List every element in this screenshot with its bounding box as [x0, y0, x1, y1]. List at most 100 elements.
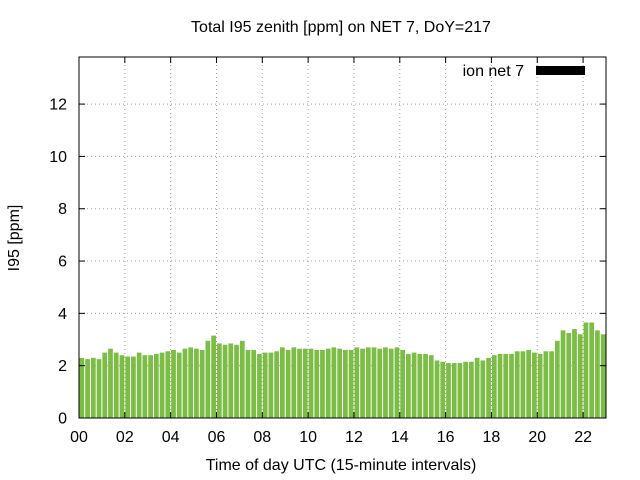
x-tick-label: 18 — [483, 429, 501, 446]
bar — [274, 351, 279, 418]
bar — [142, 355, 148, 418]
bar — [491, 355, 497, 418]
grid — [79, 57, 606, 418]
bar — [423, 353, 428, 418]
bar — [228, 343, 234, 418]
bar — [268, 352, 274, 418]
bar — [434, 360, 440, 418]
bar — [572, 329, 577, 418]
y-tick-label: 10 — [49, 149, 67, 166]
x-tick-label: 08 — [253, 429, 271, 446]
y-tick-label: 6 — [58, 254, 67, 271]
bar — [136, 352, 142, 418]
bar — [360, 348, 365, 418]
bar — [182, 348, 188, 418]
x-axis-ticks: 00 02 04 06 08 10 12 14 16 18 20 22 — [70, 57, 592, 446]
bar — [131, 356, 136, 418]
bar — [543, 351, 549, 418]
bar — [199, 349, 205, 418]
bar — [194, 348, 199, 418]
bar — [549, 351, 554, 418]
x-axis-label: Time of day UTC (15-minute intervals) — [206, 457, 477, 474]
bar — [400, 349, 406, 418]
bar — [331, 347, 337, 418]
x-tick-label: 14 — [391, 429, 409, 446]
bar — [463, 361, 469, 418]
bar — [113, 352, 119, 418]
bar — [560, 330, 566, 418]
bar — [417, 353, 423, 418]
y-tick-label: 4 — [58, 306, 67, 323]
bar — [291, 347, 297, 418]
bar — [79, 357, 85, 418]
bar — [577, 334, 583, 418]
bar — [480, 360, 486, 418]
bar — [566, 332, 572, 418]
y-tick-label: 0 — [58, 411, 67, 428]
bar — [153, 353, 159, 418]
x-tick-label: 04 — [162, 429, 180, 446]
bar — [234, 344, 239, 418]
bar — [216, 343, 222, 418]
bar — [85, 359, 90, 418]
bar — [343, 349, 348, 418]
bar — [320, 349, 325, 418]
bar — [554, 340, 560, 418]
x-tick-label: 16 — [437, 429, 455, 446]
bar — [406, 353, 411, 418]
bar — [600, 334, 606, 418]
bar — [205, 340, 211, 418]
x-tick-label: 02 — [116, 429, 134, 446]
bar — [526, 349, 532, 418]
bar — [108, 348, 113, 418]
bar — [388, 348, 394, 418]
plot-frame — [78, 56, 607, 419]
bar — [257, 353, 262, 418]
y-tick-label: 2 — [58, 358, 67, 375]
bar — [159, 352, 165, 418]
bar — [171, 349, 176, 418]
bar — [469, 361, 474, 418]
bar — [337, 348, 342, 418]
bar — [308, 348, 314, 418]
legend-label: ion net 7 — [463, 63, 524, 80]
bar — [188, 347, 194, 418]
bar — [428, 355, 434, 418]
bar — [239, 340, 245, 418]
y-tick-label: 12 — [49, 97, 67, 114]
bar — [457, 363, 463, 418]
bar — [583, 322, 589, 418]
bar — [371, 347, 377, 418]
x-tick-label: 22 — [574, 429, 592, 446]
bar — [245, 349, 251, 418]
bar — [279, 347, 285, 418]
bar — [119, 355, 125, 418]
bar — [520, 351, 526, 418]
bar — [176, 352, 182, 418]
x-tick-label: 10 — [299, 429, 317, 446]
x-tick-label: 20 — [528, 429, 546, 446]
bar — [165, 351, 171, 418]
bar — [514, 351, 520, 418]
y-axis-label: I95 [ppm] — [6, 205, 23, 272]
bar — [125, 356, 131, 418]
bar — [325, 348, 331, 418]
bar — [446, 363, 451, 418]
bar — [451, 363, 457, 418]
x-tick-label: 06 — [208, 429, 226, 446]
chart-title: Total I95 zenith [ppm] on NET 7, DoY=217 — [191, 19, 491, 36]
bar — [262, 352, 268, 418]
bar — [314, 349, 320, 418]
bar — [474, 357, 480, 418]
bar — [503, 353, 509, 418]
bar — [377, 348, 383, 418]
legend-swatch — [536, 66, 585, 75]
bar — [211, 335, 216, 418]
bar — [90, 357, 96, 418]
bar — [532, 352, 537, 418]
bar — [365, 347, 371, 418]
bar — [595, 330, 600, 418]
bar — [297, 348, 302, 418]
bar — [354, 347, 360, 418]
